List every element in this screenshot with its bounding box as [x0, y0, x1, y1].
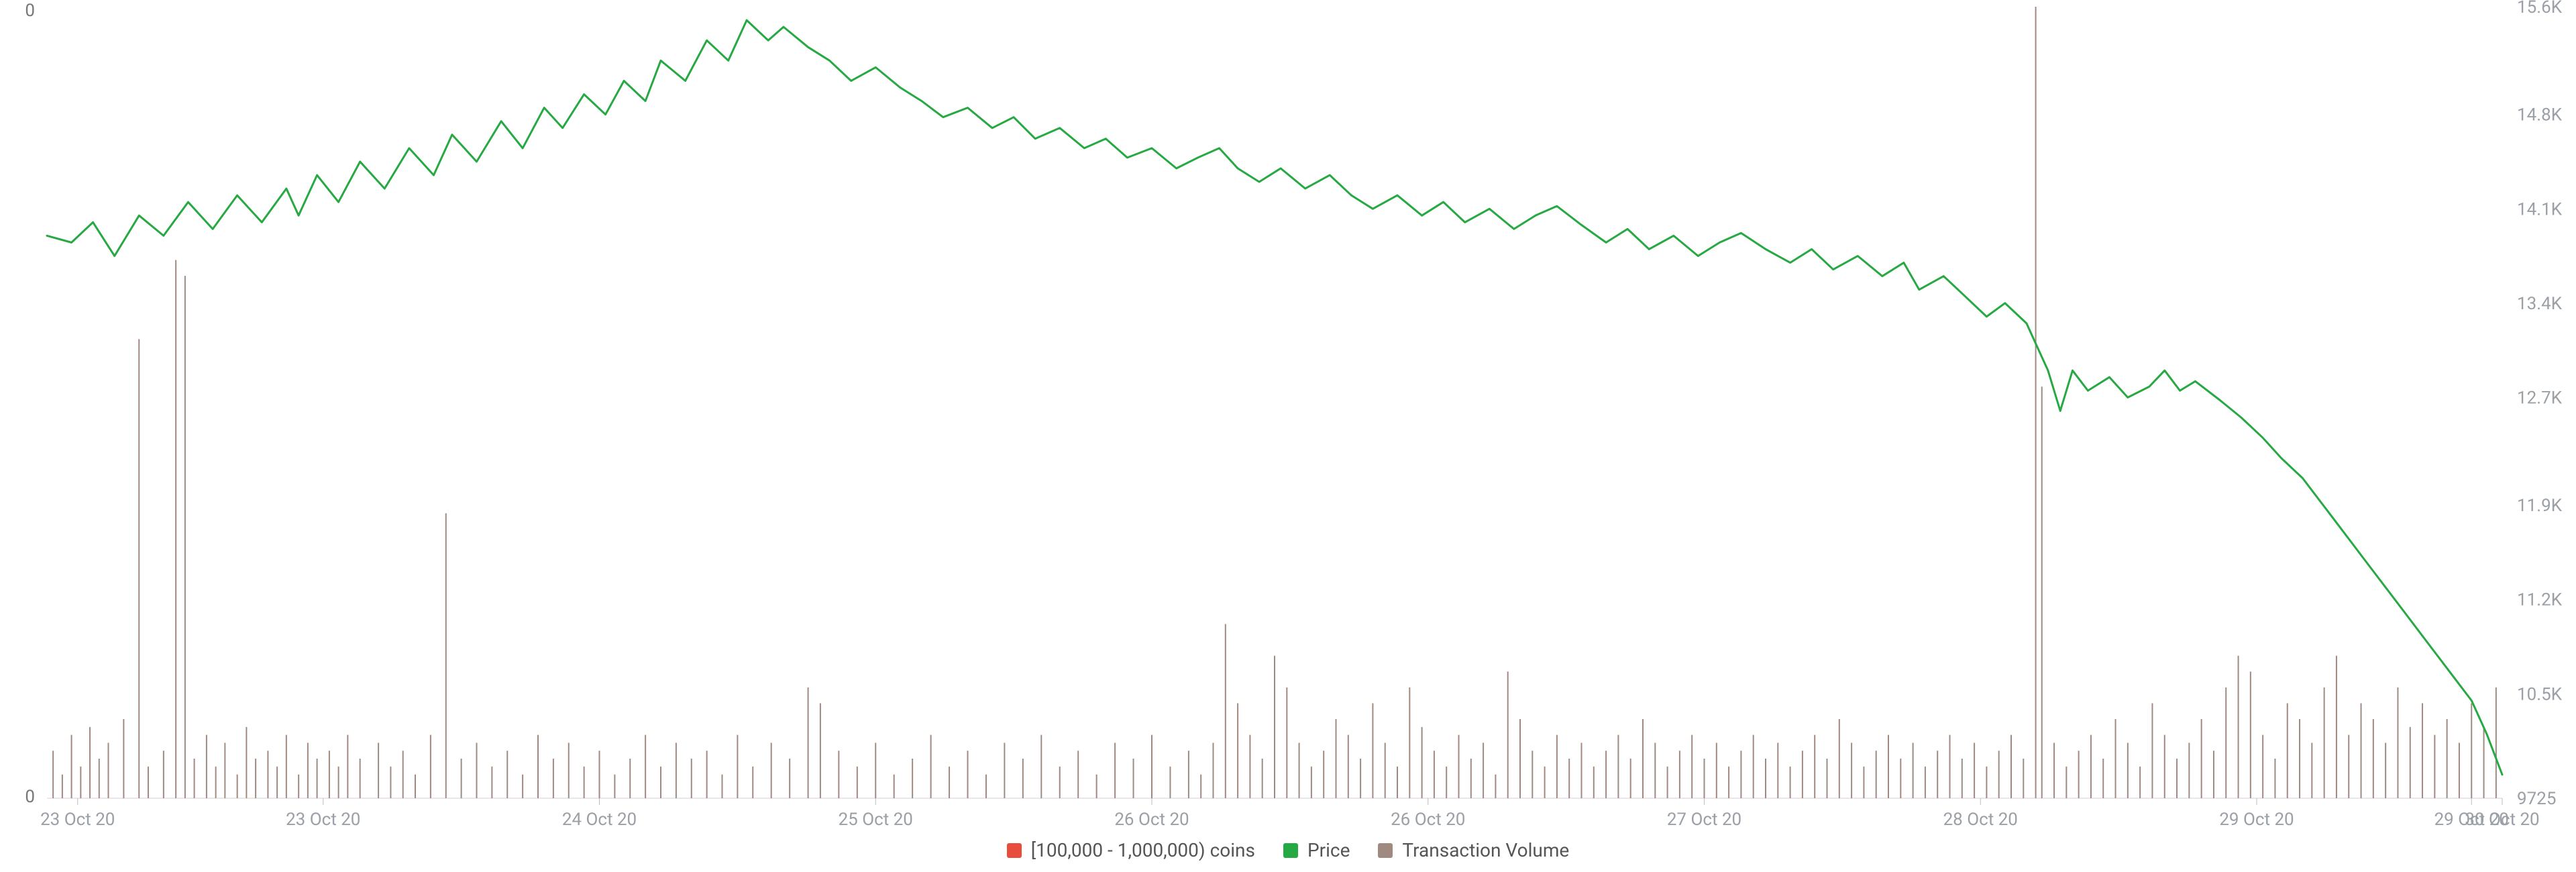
svg-text:12.7K: 12.7K	[2517, 388, 2563, 408]
svg-text:10.5K: 10.5K	[2517, 684, 2563, 704]
svg-text:26 Oct 20: 26 Oct 20	[1114, 810, 1189, 830]
svg-text:0: 0	[25, 787, 35, 807]
chart-svg: 23 Oct 20 23 Oct 20 24 Oct 20 25 Oct 20 26 O…	[0, 0, 2576, 872]
svg-text:15.6K: 15.6K	[2517, 0, 2563, 17]
legend-label-volume: Transaction Volume	[1402, 839, 1569, 861]
svg-text:23 Oct 20: 23 Oct 20	[286, 810, 360, 830]
svg-text:24 Oct 20: 24 Oct 20	[562, 810, 637, 830]
svg-text:13.4K: 13.4K	[2517, 294, 2563, 314]
legend-swatch-volume	[1378, 843, 1393, 858]
chart-legend: [100,000 - 1,000,000) coins Price Transa…	[0, 839, 2576, 861]
legend-label-coins: [100,000 - 1,000,000) coins	[1031, 839, 1255, 861]
svg-text:11.9K: 11.9K	[2517, 496, 2563, 516]
svg-text:23 Oct 20: 23 Oct 20	[40, 810, 115, 830]
svg-text:26 Oct 20: 26 Oct 20	[1391, 810, 1465, 830]
svg-text:29 Oct 20: 29 Oct 20	[2219, 810, 2294, 830]
svg-text:14.8K: 14.8K	[2517, 105, 2563, 125]
legend-label-price: Price	[1307, 839, 1350, 861]
svg-text:25 Oct 20: 25 Oct 20	[839, 810, 913, 830]
legend-swatch-price	[1283, 843, 1298, 858]
svg-text:9725: 9725	[2517, 789, 2556, 809]
svg-text:14.1K: 14.1K	[2517, 199, 2563, 219]
legend-swatch-coins	[1007, 843, 1022, 858]
legend-item-coins[interactable]: [100,000 - 1,000,000) coins	[1007, 839, 1255, 861]
svg-text:11.2K: 11.2K	[2517, 590, 2563, 610]
svg-text:28 Oct 20: 28 Oct 20	[1943, 810, 2018, 830]
svg-text:30 Oct 20: 30 Oct 20	[2465, 810, 2539, 830]
svg-text:0: 0	[25, 1, 35, 21]
svg-text:27 Oct 20: 27 Oct 20	[1667, 810, 1741, 830]
legend-item-price[interactable]: Price	[1283, 839, 1350, 861]
price-volume-chart: 23 Oct 20 23 Oct 20 24 Oct 20 25 Oct 20 26 O…	[0, 0, 2576, 872]
legend-item-volume[interactable]: Transaction Volume	[1378, 839, 1569, 861]
